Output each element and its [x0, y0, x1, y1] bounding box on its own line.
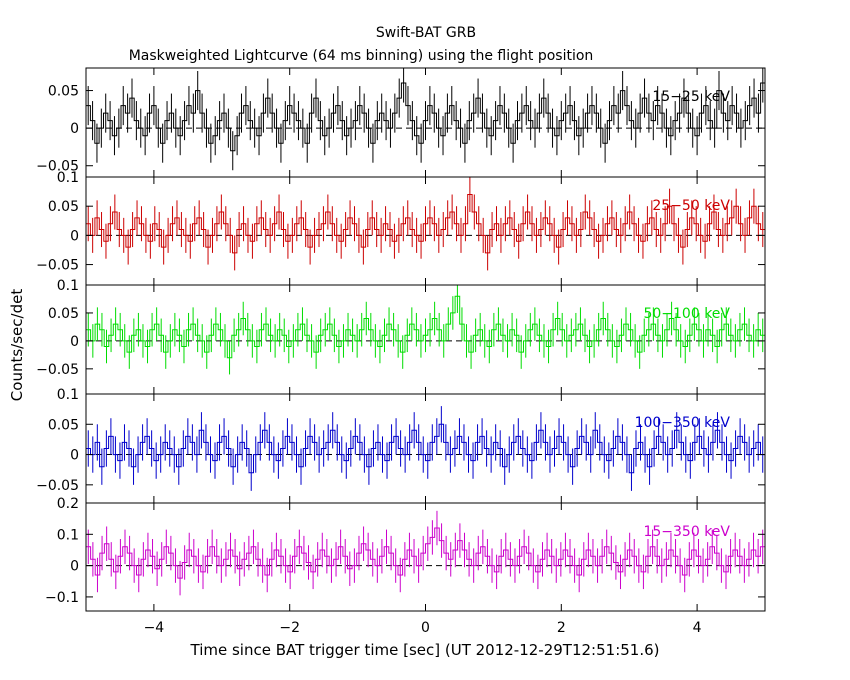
series-line	[86, 295, 765, 359]
series-line	[86, 194, 765, 254]
y-tick-label: 0	[70, 448, 79, 464]
panel-2: −0.05 0 0.05 0.1 25−50 keV	[36, 170, 766, 286]
band-label: 15−25 keV	[652, 89, 730, 105]
band-label: 25−50 keV	[652, 198, 730, 214]
y-tick-label: 0.05	[48, 306, 79, 322]
y-tick-label: 0.1	[57, 387, 79, 403]
y-tick-label: 0.1	[57, 278, 79, 294]
panel-5: −0.1 0 0.1 0.2 15−350 keV	[45, 496, 766, 612]
panels-group: −0.05 0 0.05 15−25 keV −0.05 0 0.05 0.1 25−50 ke…	[36, 67, 766, 636]
panel-3: −0.05 0 0.05 0.1 50−100 keV	[36, 278, 766, 395]
band-label: 15−350 keV	[643, 524, 730, 540]
y-tick-label: 0	[70, 559, 79, 575]
y-tick-label: 0.05	[48, 417, 79, 433]
series-line	[86, 82, 765, 152]
y-tick-label: −0.05	[36, 159, 79, 175]
band-label: 100−350 keV	[635, 415, 731, 431]
y-tick-label: −0.05	[36, 478, 79, 494]
panel-frame	[85, 502, 766, 612]
y-tick-label: 0.1	[57, 527, 79, 543]
band-label: 50−100 keV	[643, 306, 730, 322]
y-axis-label: Counts/sec/det	[8, 289, 26, 402]
y-tick-label: 0.05	[48, 84, 79, 100]
x-tick-label: −4	[144, 620, 165, 636]
y-tick-label: −0.05	[36, 258, 79, 274]
x-tick-label: 0	[421, 620, 430, 636]
x-tick-label: 2	[557, 620, 566, 636]
y-tick-label: 0	[70, 334, 79, 350]
y-tick-label: −0.1	[45, 590, 79, 606]
chart-title: Swift-BAT GRB	[376, 25, 476, 41]
series-line	[86, 423, 765, 474]
y-tick-label: 0.2	[57, 496, 79, 512]
x-tick-label: −2	[279, 620, 300, 636]
panel-4: −0.05 0 0.05 0.1 100−350 keV	[36, 387, 766, 504]
x-axis-label: Time since BAT trigger time [sec] (UT 20…	[190, 641, 660, 659]
panel-1: −0.05 0 0.05 15−25 keV	[36, 67, 766, 178]
y-tick-label: 0.05	[48, 199, 79, 215]
y-tick-label: 0.1	[57, 170, 79, 186]
chart-subtitle: Maskweighted Lightcurve (64 ms binning) …	[129, 48, 594, 64]
y-tick-label: 0	[70, 121, 79, 137]
x-tick-label: 4	[693, 620, 702, 636]
y-tick-label: −0.05	[36, 362, 79, 378]
y-tick-label: 0	[70, 228, 79, 244]
series-line	[86, 527, 765, 579]
